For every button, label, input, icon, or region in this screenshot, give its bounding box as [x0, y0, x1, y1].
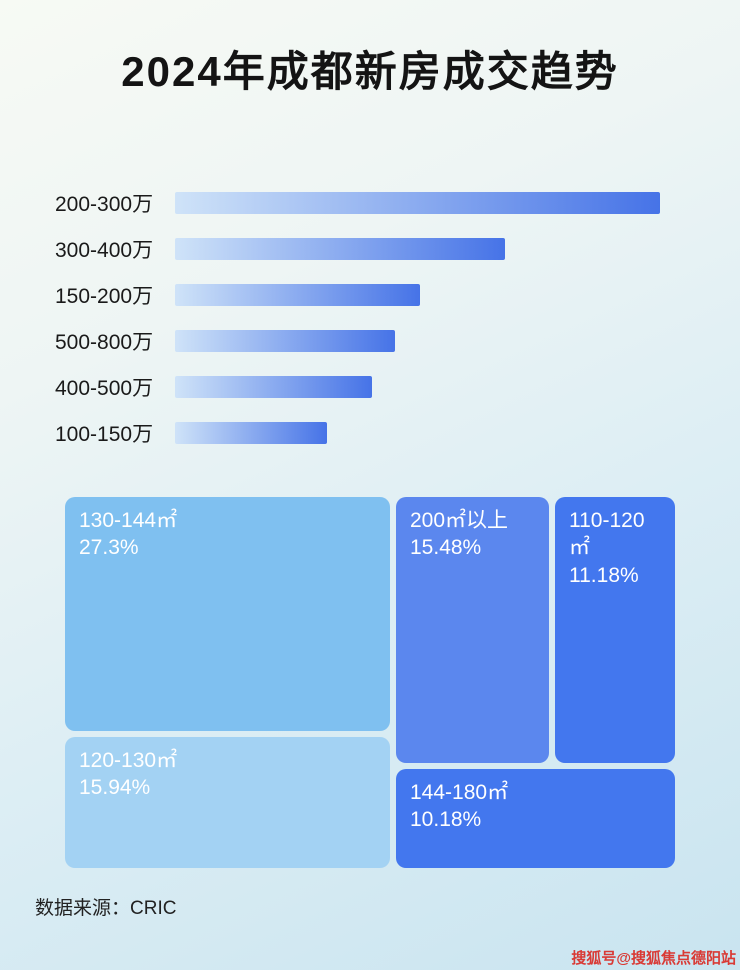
bar	[175, 330, 395, 352]
treemap-value: 27.3%	[79, 536, 139, 560]
bar	[175, 238, 505, 260]
treemap-block: 144-180㎡ 10.18%	[396, 769, 675, 868]
bar-category-label: 200-300万	[55, 193, 154, 216]
bar-category-label: 100-150万	[55, 423, 154, 446]
data-source-note: 数据来源：CRIC	[35, 898, 177, 919]
bar-category-label: 500-800万	[55, 331, 154, 354]
bar	[175, 284, 420, 306]
treemap-value: 15.48%	[410, 536, 482, 560]
bar-category-label: 150-200万	[55, 285, 154, 308]
bar-chart: 200-300万 300-400万 150-200万 500-800万 400-500万…	[55, 180, 695, 456]
bar-row: 300-400万	[55, 226, 695, 272]
treemap-label: 200㎡以上	[410, 509, 509, 532]
treemap-value: 11.18%	[569, 563, 639, 587]
bar-row: 150-200万	[55, 272, 695, 318]
treemap-label: 120-130㎡	[79, 749, 178, 772]
treemap-value: 15.94%	[79, 776, 151, 800]
bar-row: 200-300万	[55, 180, 695, 226]
bar	[175, 422, 327, 444]
bar-category-label: 400-500万	[55, 377, 154, 400]
page-title: 2024年成都新房成交趋势	[121, 48, 619, 95]
watermark: 搜狐号@搜狐焦点德阳站	[571, 950, 736, 967]
treemap-label: 144-180㎡	[410, 781, 509, 804]
treemap-block: 120-130㎡ 15.94%	[65, 737, 390, 868]
bar-row: 500-800万	[55, 318, 695, 364]
bar-row: 400-500万	[55, 364, 695, 410]
bar-category-label: 300-400万	[55, 239, 154, 262]
treemap-label: 130-144㎡	[79, 509, 178, 532]
treemap-block: 130-144㎡ 27.3%	[65, 497, 390, 731]
treemap-block: 110-120㎡ 11.18%	[555, 497, 675, 763]
bar-row: 100-150万	[55, 410, 695, 456]
treemap-label: 110-120㎡	[569, 509, 645, 560]
bar	[175, 192, 660, 214]
treemap: 130-144㎡ 27.3% 120-130㎡ 15.94% 200㎡以上 15.48% 1…	[65, 497, 675, 868]
bar	[175, 376, 372, 398]
treemap-block: 200㎡以上 15.48%	[396, 497, 549, 763]
treemap-value: 10.18%	[410, 808, 482, 832]
